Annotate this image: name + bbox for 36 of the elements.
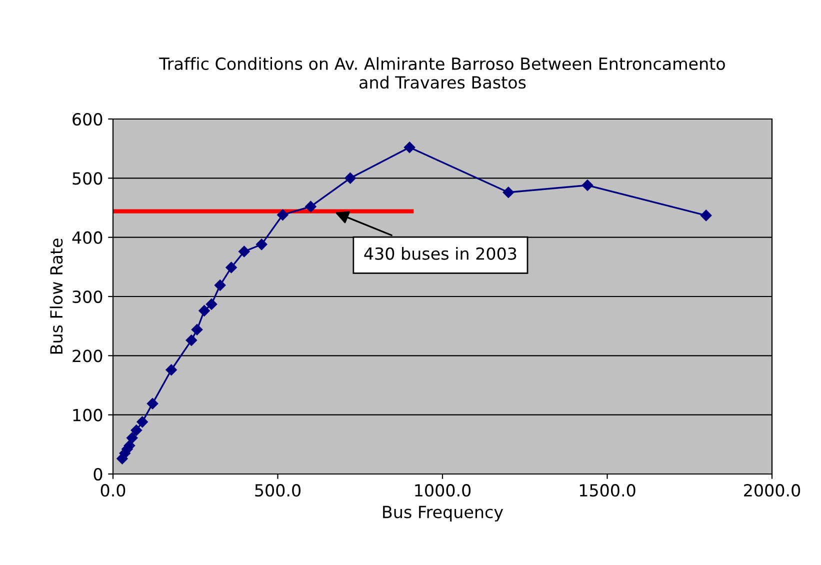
x-tick-label: 0.0 [100,484,126,497]
point [136,416,148,428]
point [582,180,594,191]
point [206,298,218,310]
y-tick-label: 200 [72,350,102,362]
point [146,398,158,410]
chart-title: Traffic Conditions on Av. Almirante Barroso Between Entroncamento and Travares Bastos [159,57,725,89]
point [502,186,514,198]
point [700,210,712,222]
y-tick-label: 0 [94,468,102,481]
point [238,246,250,258]
x-tick-label: 1000.0 [415,484,471,497]
point [214,280,226,291]
y-tick-label: 500 [72,172,102,185]
y-tick-label: 100 [73,408,102,422]
x-tick-label: 500.0 [255,484,300,497]
point [305,200,316,212]
point [186,334,198,346]
point [126,432,138,444]
point [198,305,210,316]
y-tick-label: 400 [72,231,102,244]
x-axis-title: Bus Frequency [383,506,504,522]
point [404,142,416,154]
annotation: 430 buses in 2003 [364,247,516,260]
point [256,238,268,250]
y-tick-label: 300 [72,290,102,304]
y-tick-label: 600 [72,112,102,126]
x-tick-label: 1500.0 [580,484,636,497]
point [277,209,288,220]
x-tick-label: 2000.0 [744,484,800,497]
point [226,262,237,274]
point [130,424,142,436]
point [191,324,203,336]
y-axis-title: Bus Flow Rate [50,238,63,354]
point [344,172,356,184]
point [166,364,177,376]
